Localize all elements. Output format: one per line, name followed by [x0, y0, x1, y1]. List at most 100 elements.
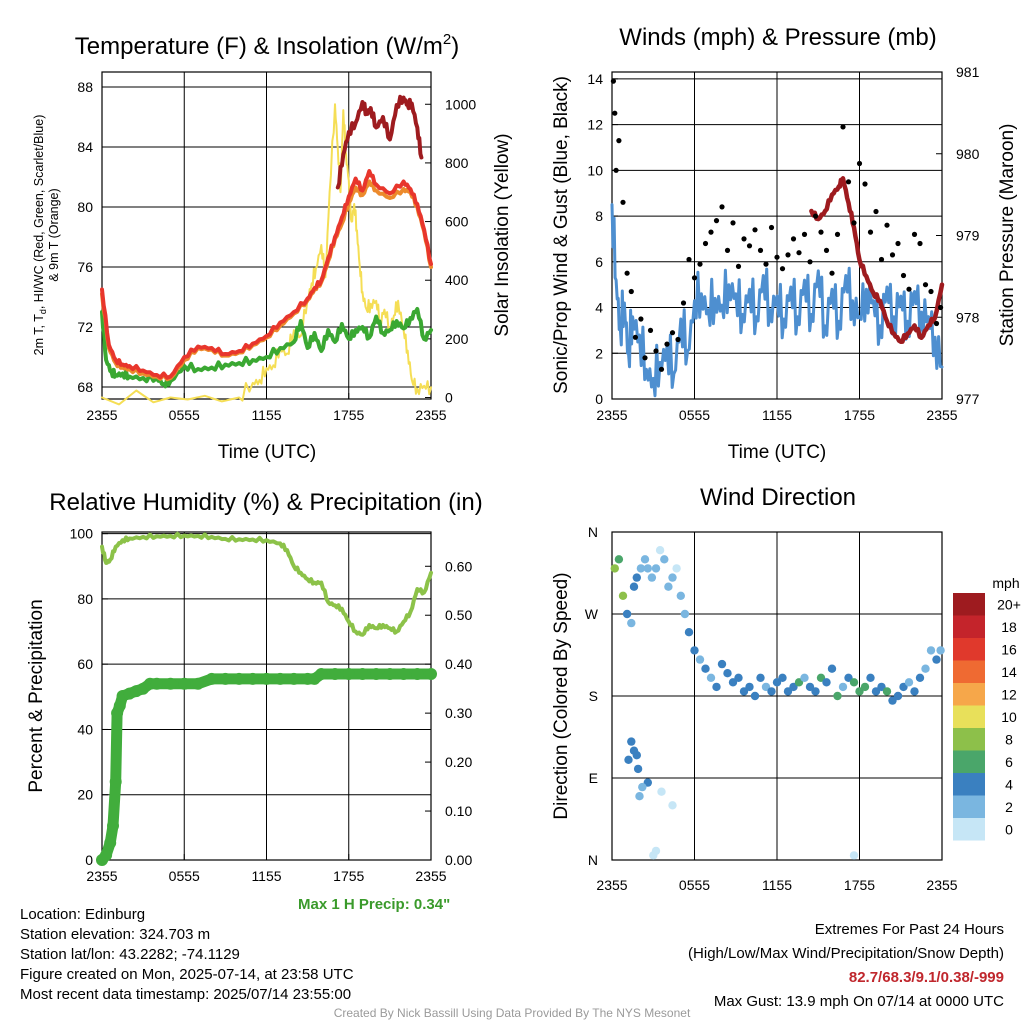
- wind-gust-point: [702, 240, 709, 247]
- legend-swatch: [953, 593, 985, 616]
- direction-point: [633, 764, 643, 774]
- direction-panel: Wind Direction 2355 0555 1155 1755 2355 N E S W N…: [551, 484, 1021, 893]
- legend-label: 18: [1001, 619, 1017, 635]
- direction-left-y-label: Direction (Colored By Speed): [551, 572, 572, 819]
- wind-gust-point: [938, 304, 944, 311]
- humidity-grid: [101, 532, 432, 861]
- humidity-left-y-label: Percent & Precipitation: [26, 599, 47, 792]
- direction-point: [734, 673, 743, 682]
- wind-gust-point: [807, 259, 813, 265]
- direction-point: [618, 591, 628, 600]
- direction-point: [629, 746, 639, 755]
- precipitation-point: [411, 668, 424, 680]
- y2-tick-label: 978: [956, 309, 980, 325]
- direction-point: [789, 682, 798, 692]
- y-tick-label: 76: [77, 259, 93, 275]
- direction-point: [672, 564, 681, 573]
- wind-gust-point: [873, 208, 879, 215]
- direction-point: [778, 673, 787, 682]
- direction-tick-label: N: [588, 852, 598, 868]
- legend-swatch: [953, 705, 985, 728]
- y-tick-label: 60: [77, 656, 93, 672]
- x-tick-label: 1155: [762, 407, 792, 423]
- wind-gust-point: [922, 282, 929, 288]
- y2-tick-label: 0.10: [445, 803, 472, 819]
- wind-gust-point: [862, 181, 868, 187]
- wind-gust-point: [669, 330, 676, 336]
- legend-label: 0: [1005, 821, 1013, 837]
- wind-gust-point: [724, 247, 731, 253]
- legend-label: 4: [1005, 776, 1013, 792]
- direction-point: [750, 691, 760, 701]
- y-tick-label: 80: [77, 591, 93, 607]
- extremes-subtitle: (High/Low/Max Wind/Precipitation/Snow De…: [688, 945, 1004, 962]
- x-tick-label: 0555: [169, 868, 200, 884]
- y-tick-label: 20: [77, 787, 93, 803]
- direction-point: [614, 555, 624, 564]
- direction-point: [684, 628, 694, 637]
- direction-point: [695, 655, 705, 664]
- direction-point: [888, 696, 897, 705]
- temperature-panel: Temperature (F) & Insolation (W/m2) 2355…: [32, 31, 513, 463]
- direction-grid: [612, 532, 942, 860]
- temp-2m-red-line: [100, 169, 433, 380]
- elevation-text: Station elevation: 324.703 m: [20, 926, 211, 943]
- direction-points: [610, 546, 945, 860]
- y-tick-label: 72: [77, 319, 93, 335]
- x-tick-label: 2355: [86, 868, 117, 884]
- direction-point: [632, 573, 641, 582]
- precipitation-point: [113, 699, 126, 712]
- y-tick-label: 40: [77, 721, 93, 737]
- wind-gust-point: [664, 341, 670, 347]
- legend-label: 14: [1001, 664, 1017, 680]
- precipitation-point: [287, 672, 300, 685]
- temperature-left-y-label-line2: & 9m T (Orange): [47, 188, 61, 281]
- legend-unit: mph: [992, 575, 1019, 591]
- direction-point: [624, 755, 633, 764]
- extremes-block: Extremes For Past 24 Hours (High/Low/Max…: [688, 918, 1004, 1014]
- temperature-x-label: Time (UTC): [218, 442, 317, 463]
- direction-point: [838, 682, 848, 692]
- direction-point: [610, 564, 619, 573]
- wind-gust-point: [889, 252, 896, 258]
- relative-humidity-line: [100, 531, 433, 637]
- precipitation-point: [178, 677, 191, 690]
- direction-point: [668, 573, 677, 582]
- y-tick-label: 10: [587, 162, 603, 178]
- precipitation-point: [109, 775, 122, 788]
- direction-point: [936, 646, 945, 655]
- recent-text: Most recent data timestamp: 2025/07/14 2…: [20, 986, 352, 1003]
- y-tick-label: 8: [595, 208, 603, 224]
- y2-tick-label: 980: [956, 146, 980, 162]
- x-tick-label: 1155: [251, 407, 281, 423]
- wind-gust-point: [829, 270, 835, 276]
- legend-swatch: [953, 773, 985, 796]
- legend-label: 10: [1001, 709, 1017, 725]
- x-tick-label: 1155: [251, 868, 281, 884]
- y-tick-label: 0: [595, 391, 603, 407]
- wind-gust-point: [746, 243, 753, 249]
- y-tick-label: 12: [587, 117, 603, 133]
- wind-gust-point: [647, 327, 654, 333]
- direction-point: [849, 851, 859, 860]
- x-tick-label: 1155: [762, 877, 792, 893]
- direction-point: [833, 691, 842, 701]
- wind-gust-point: [818, 229, 824, 235]
- y2-tick-label: 0.50: [445, 607, 472, 623]
- legend-swatch: [953, 818, 985, 841]
- direction-point: [651, 846, 661, 856]
- winds-panel: Winds (mph) & Pressure (mb) 2355 0555 1155…: [551, 24, 1018, 463]
- humidity-series: [96, 531, 437, 866]
- wind-gust-point: [741, 236, 747, 242]
- wind-gust-point: [675, 336, 681, 343]
- wind-gust-point: [900, 272, 907, 279]
- direction-point: [651, 564, 661, 573]
- direction-point: [657, 787, 666, 796]
- winds-series: [610, 78, 945, 398]
- direction-point: [664, 582, 673, 591]
- x-tick-label: 2355: [926, 407, 957, 423]
- wind-gust-point: [774, 254, 780, 260]
- legend-swatch: [953, 750, 985, 773]
- wind-gust-point: [856, 160, 863, 167]
